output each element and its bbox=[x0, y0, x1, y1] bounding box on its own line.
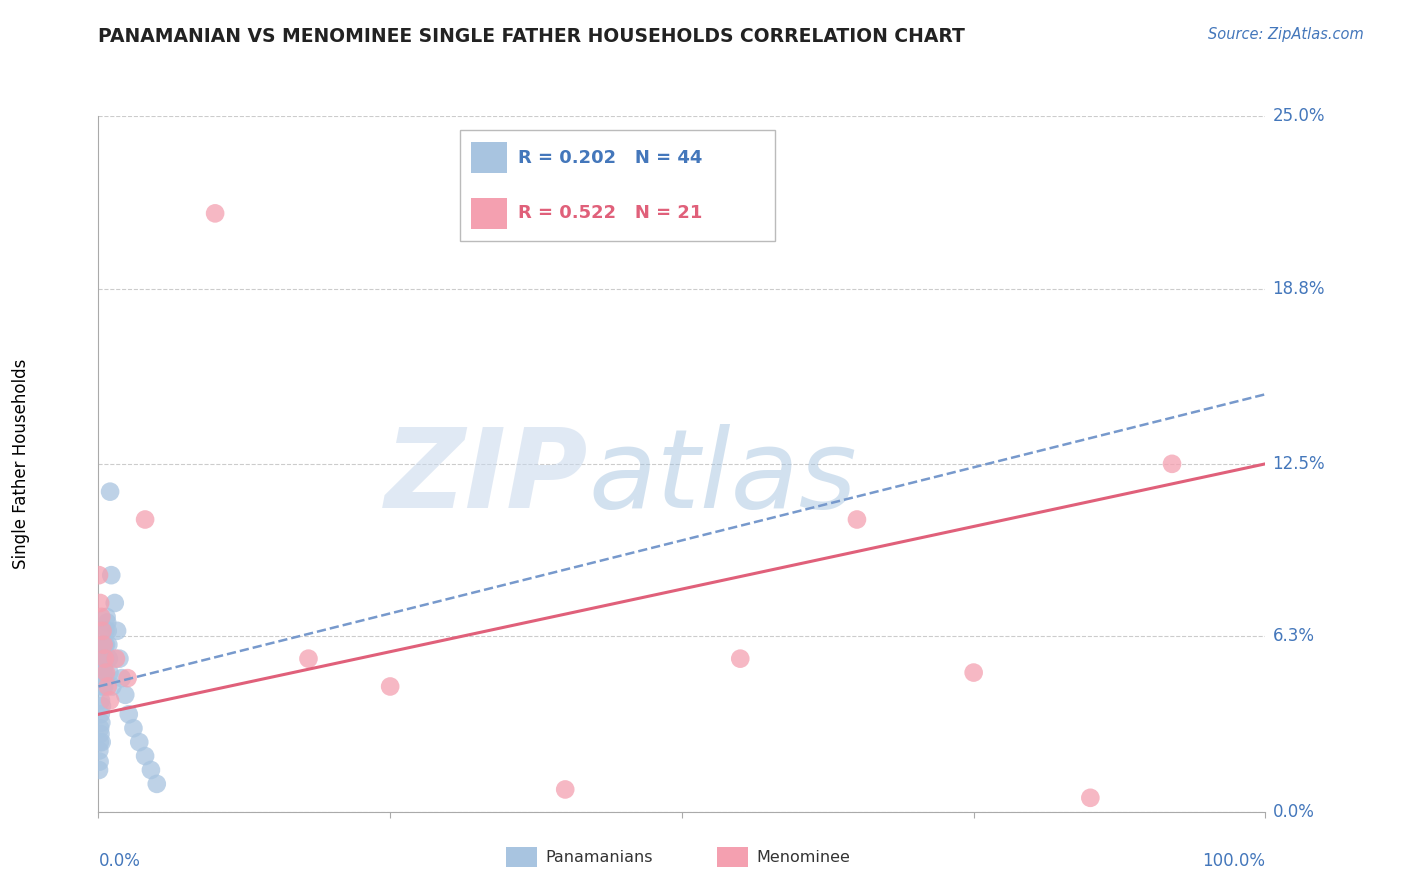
Point bbox=[93, 665, 115, 680]
Point bbox=[134, 512, 156, 526]
Point bbox=[962, 665, 984, 680]
Point bbox=[90, 707, 112, 722]
Point bbox=[89, 596, 111, 610]
Point bbox=[122, 721, 145, 735]
Point bbox=[89, 743, 111, 757]
Point bbox=[108, 651, 131, 665]
Point bbox=[94, 651, 117, 665]
Text: R = 0.202   N = 44: R = 0.202 N = 44 bbox=[517, 149, 702, 167]
Point bbox=[93, 671, 115, 685]
Point bbox=[111, 671, 134, 685]
Point bbox=[98, 484, 121, 499]
Point bbox=[104, 651, 127, 665]
Point bbox=[87, 568, 110, 582]
Point bbox=[97, 624, 120, 638]
Point bbox=[87, 763, 110, 777]
Point bbox=[139, 763, 162, 777]
Point bbox=[91, 680, 114, 694]
Text: 100.0%: 100.0% bbox=[1202, 852, 1265, 870]
Text: 18.8%: 18.8% bbox=[1272, 279, 1324, 298]
Point bbox=[90, 735, 112, 749]
Point bbox=[118, 707, 141, 722]
Point bbox=[114, 688, 136, 702]
Point bbox=[297, 651, 319, 665]
Point bbox=[90, 698, 112, 713]
Point bbox=[146, 777, 169, 791]
Point bbox=[105, 624, 128, 638]
Text: Single Father Households: Single Father Households bbox=[13, 359, 30, 569]
Point bbox=[91, 624, 114, 638]
Point bbox=[90, 715, 112, 730]
Text: atlas: atlas bbox=[589, 425, 858, 532]
Text: R = 0.522   N = 21: R = 0.522 N = 21 bbox=[517, 204, 702, 222]
Point bbox=[97, 638, 120, 652]
Point bbox=[1080, 790, 1102, 805]
Point bbox=[101, 680, 124, 694]
Point bbox=[91, 651, 114, 665]
Text: 0.0%: 0.0% bbox=[1272, 803, 1315, 821]
Point bbox=[89, 755, 111, 769]
Point bbox=[1161, 457, 1184, 471]
Point bbox=[100, 568, 122, 582]
Point bbox=[90, 610, 112, 624]
Point bbox=[89, 721, 111, 735]
Point bbox=[94, 651, 117, 665]
Text: 0.0%: 0.0% bbox=[98, 852, 141, 870]
Point bbox=[97, 680, 120, 694]
Point bbox=[204, 206, 226, 220]
Text: Menominee: Menominee bbox=[756, 850, 851, 864]
Point bbox=[93, 660, 115, 674]
Point bbox=[134, 749, 156, 764]
Point bbox=[98, 665, 121, 680]
Point bbox=[94, 665, 117, 680]
Point bbox=[91, 638, 114, 652]
Text: Panamanians: Panamanians bbox=[546, 850, 652, 864]
Point bbox=[94, 638, 117, 652]
Point bbox=[98, 693, 121, 707]
Point bbox=[93, 680, 115, 694]
Point bbox=[96, 610, 118, 624]
Point bbox=[97, 651, 120, 665]
Point bbox=[128, 735, 150, 749]
Point bbox=[91, 665, 114, 680]
Point bbox=[378, 680, 402, 694]
Point bbox=[104, 596, 127, 610]
Text: ZIP: ZIP bbox=[385, 425, 589, 532]
Point bbox=[554, 782, 576, 797]
Text: 12.5%: 12.5% bbox=[1272, 455, 1324, 473]
Text: 6.3%: 6.3% bbox=[1272, 627, 1315, 646]
Point bbox=[89, 727, 111, 741]
Point bbox=[91, 643, 114, 657]
Text: 25.0%: 25.0% bbox=[1272, 107, 1324, 125]
Text: PANAMANIAN VS MENOMINEE SINGLE FATHER HOUSEHOLDS CORRELATION CHART: PANAMANIAN VS MENOMINEE SINGLE FATHER HO… bbox=[98, 27, 966, 45]
Point bbox=[94, 624, 117, 638]
Point bbox=[845, 512, 868, 526]
Point bbox=[90, 693, 112, 707]
Point bbox=[93, 638, 115, 652]
Point bbox=[94, 638, 117, 652]
Text: Source: ZipAtlas.com: Source: ZipAtlas.com bbox=[1208, 27, 1364, 42]
Point bbox=[96, 615, 118, 630]
Point bbox=[89, 735, 111, 749]
Point bbox=[730, 651, 752, 665]
Point bbox=[117, 671, 139, 685]
